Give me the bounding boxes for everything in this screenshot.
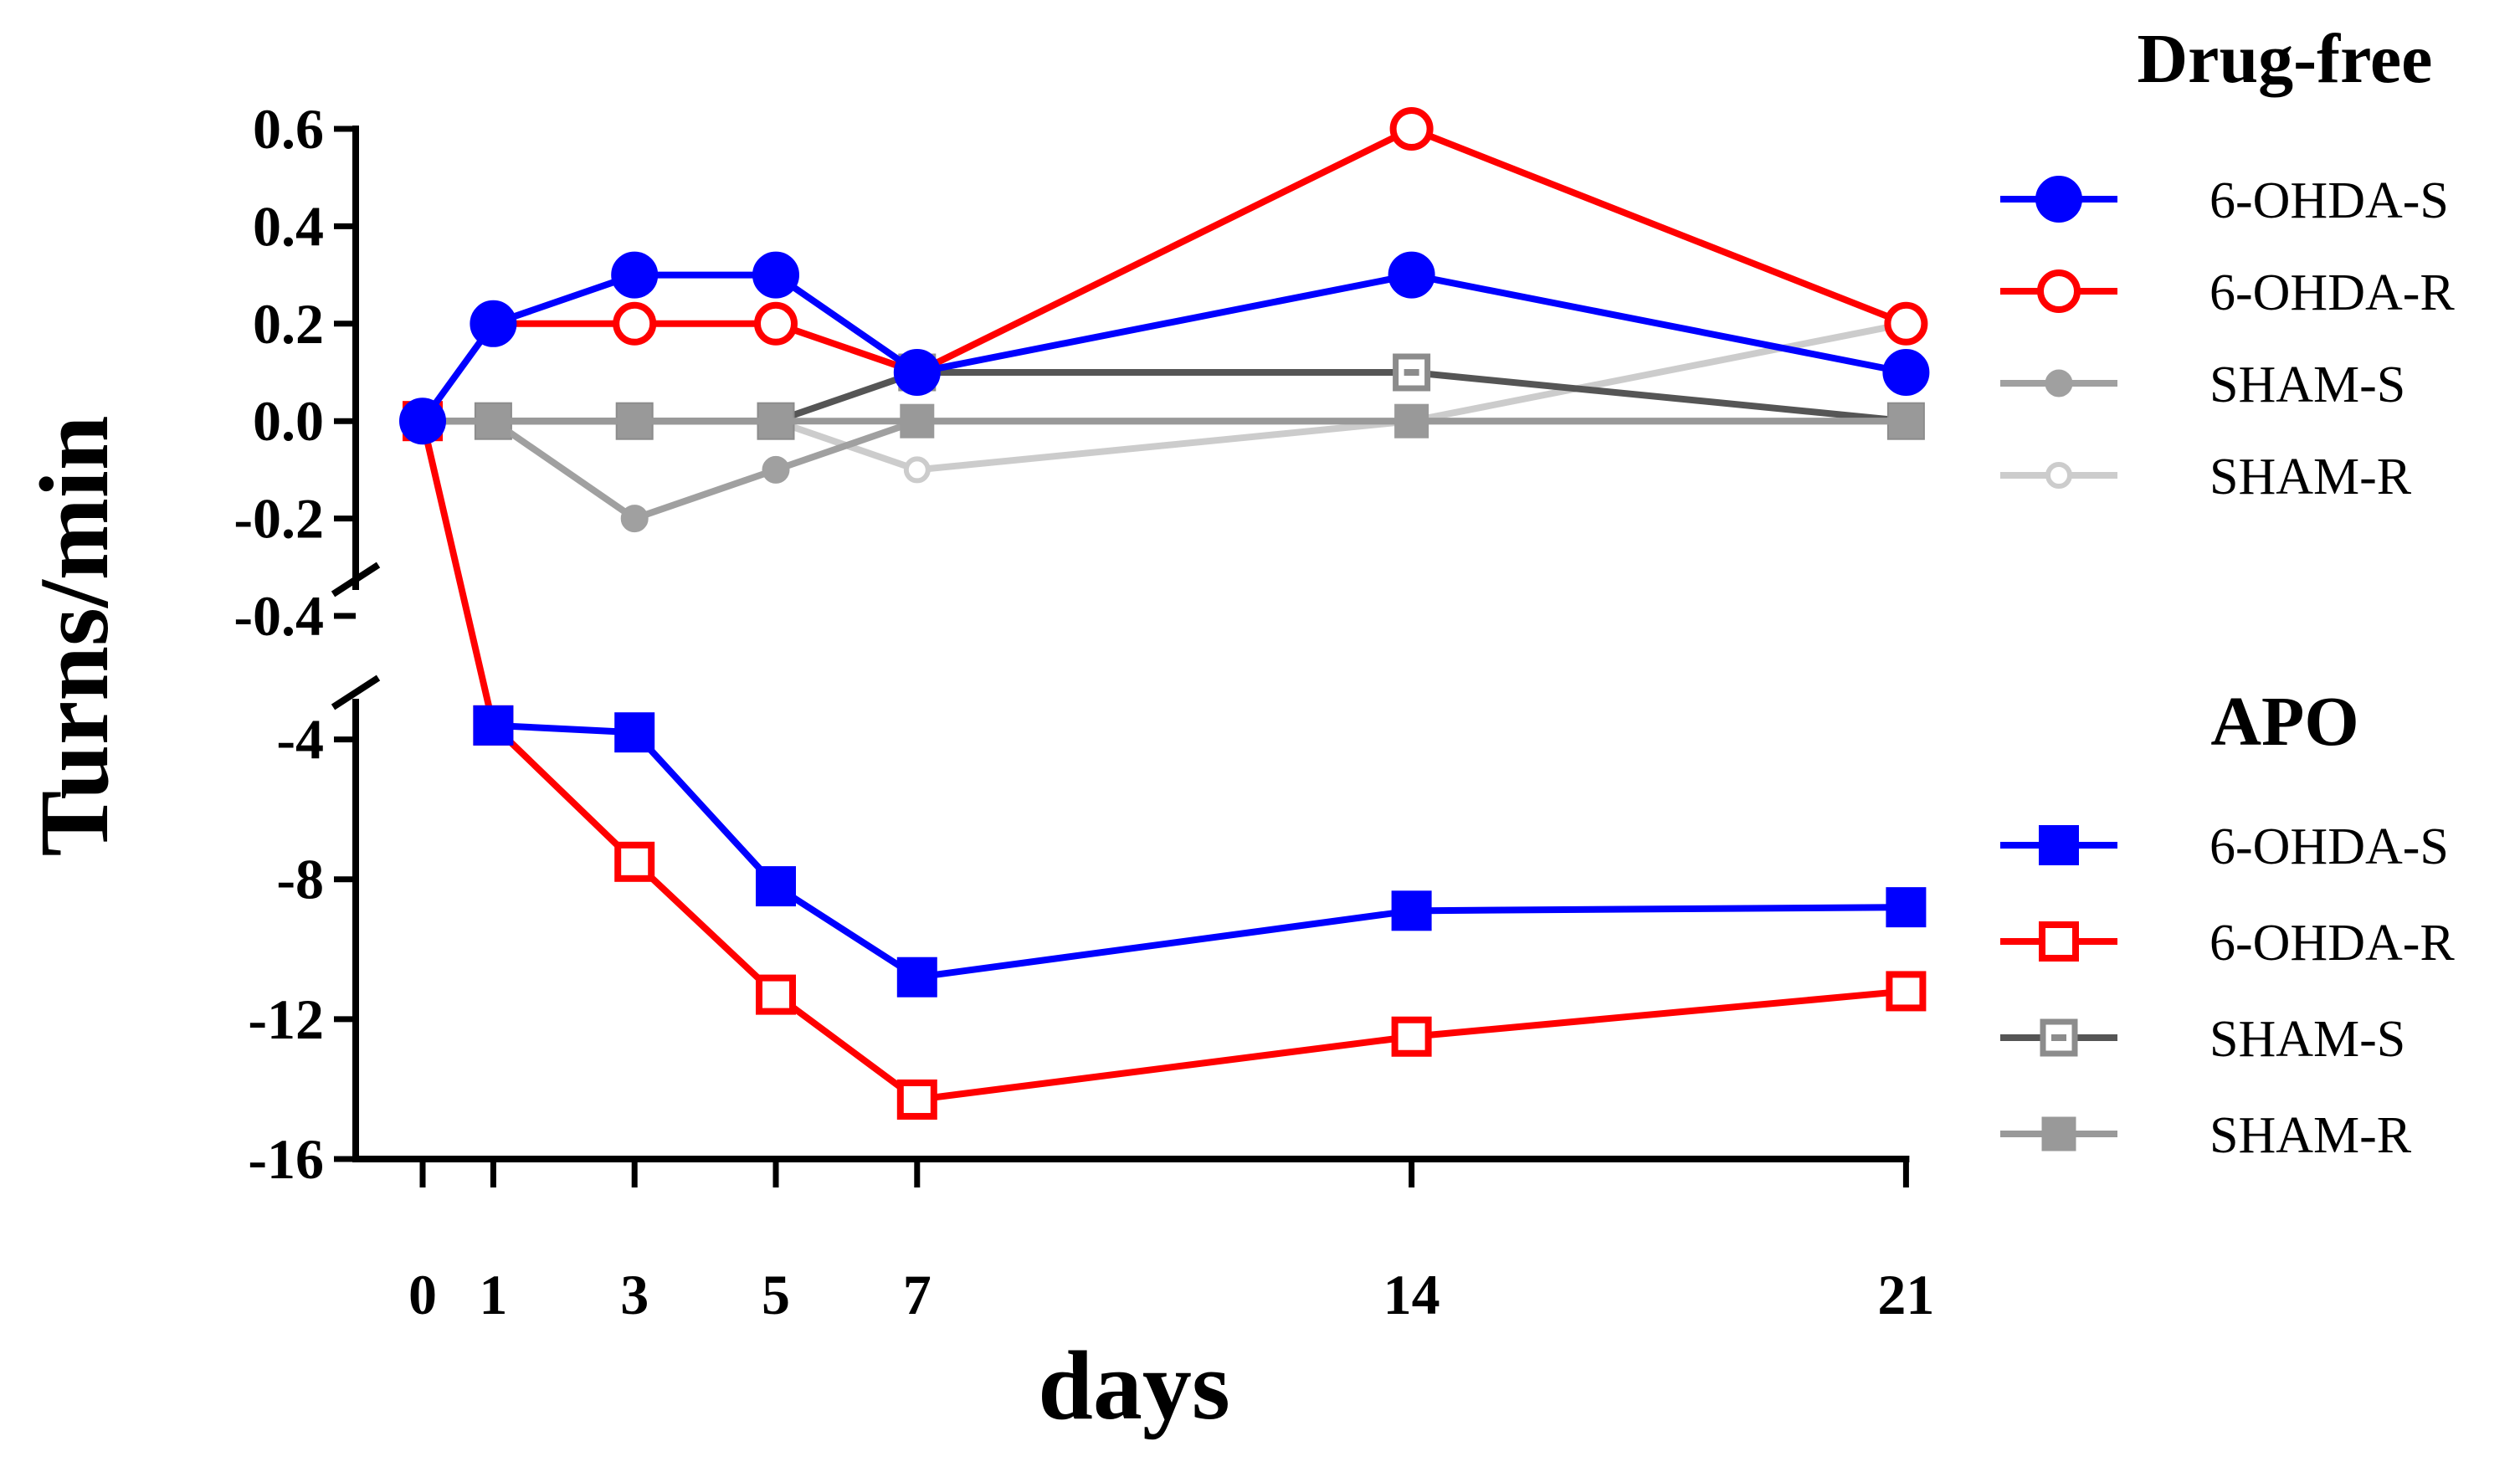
legend: Drug-free 6-OHDA-S 6-OHDA-R SHAM-S SHAM-R APO… <box>2000 20 2455 1164</box>
data-point <box>473 705 514 746</box>
data-point <box>1882 349 1930 396</box>
y-tick-label: 0.4 <box>253 194 324 258</box>
data-point <box>756 866 796 907</box>
data-point <box>611 251 659 299</box>
data-point <box>620 505 649 533</box>
axis-break-mark <box>331 674 381 710</box>
legend-marker <box>2040 1018 2078 1057</box>
data-point <box>754 301 798 346</box>
legend-label: SHAM-S <box>2209 1011 2405 1068</box>
x-tick-label: 7 <box>903 1263 932 1326</box>
data-point <box>1391 890 1432 931</box>
legend-entry: SHAM-R <box>2000 1107 2412 1164</box>
legend-entry: 6-OHDA-S <box>2000 172 2449 229</box>
y-tick-label: -0.2 <box>234 487 324 551</box>
legend-marker <box>2035 176 2082 223</box>
data-point <box>614 841 655 882</box>
data-point <box>617 403 652 439</box>
legend-entry: 6-OHDA-R <box>2000 915 2455 972</box>
axes: 0.6 0.4 0.2 0.0 -0.2 -0.4 -4 -8 -12 -16 0 1 3 5 7 14 21 <box>234 97 1934 1326</box>
axis-break-mark <box>331 562 381 598</box>
legend-marker <box>2037 269 2081 313</box>
data-point <box>762 455 790 484</box>
x-tick-label: 21 <box>1877 1263 1934 1326</box>
data-point <box>1389 107 1434 151</box>
legend-label: SHAM-R <box>2209 449 2412 505</box>
y-tick-label: -4 <box>276 708 324 772</box>
data-point <box>756 974 796 1015</box>
legend-entry: SHAM-R <box>2000 449 2412 505</box>
legend-entry: SHAM-S <box>2000 356 2405 413</box>
data-point <box>1394 403 1429 439</box>
x-axis-title: days <box>1038 1331 1230 1440</box>
legend-marker <box>2039 921 2079 962</box>
data-point <box>896 957 937 998</box>
y-tick-label: 0.2 <box>253 292 324 356</box>
legend-label: 6-OHDA-S <box>2209 172 2449 229</box>
legend-label: 6-OHDA-R <box>2209 264 2455 321</box>
data-point <box>752 251 799 299</box>
legend-title: APO <box>2210 683 2358 761</box>
legend-marker <box>2039 825 2079 865</box>
series-apo-6-ohda-s <box>473 705 1927 998</box>
y-tick-label: 0.6 <box>253 97 324 161</box>
y-tick-label: -16 <box>248 1127 324 1191</box>
x-tick-label: 5 <box>762 1263 790 1326</box>
data-point <box>1388 251 1435 299</box>
series-layer <box>399 107 1930 1120</box>
legend-label: SHAM-S <box>2209 356 2405 413</box>
legend-marker <box>2045 369 2073 397</box>
data-point <box>614 712 655 753</box>
data-point <box>1884 301 1928 346</box>
marker-core <box>1404 369 1419 376</box>
data-point <box>1886 971 1927 1012</box>
legend-entry: SHAM-S <box>2000 1011 2405 1068</box>
data-point <box>900 403 935 439</box>
legend-entry: 6-OHDA-S <box>2000 818 2449 875</box>
legend-entry: 6-OHDA-R <box>2000 264 2455 321</box>
x-tick-label: 1 <box>479 1263 507 1326</box>
legend-marker <box>2045 462 2072 489</box>
data-point <box>399 397 446 445</box>
data-point <box>1888 403 1923 439</box>
data-point <box>475 403 511 439</box>
data-point <box>1393 353 1431 392</box>
data-point <box>758 403 793 439</box>
series-drug-free-6-ohda-r <box>471 107 1928 394</box>
legend-label: 6-OHDA-S <box>2209 818 2449 875</box>
y-axis-title: Turns/min <box>19 416 129 857</box>
marker-frame <box>1393 353 1431 392</box>
legend-marker <box>2041 1116 2076 1151</box>
data-point <box>1886 887 1927 928</box>
legend-title: Drug-free <box>2138 20 2433 98</box>
legend-label: 6-OHDA-R <box>2209 915 2455 972</box>
y-tick-label: 0.0 <box>253 389 324 453</box>
y-tick-label: -12 <box>248 987 324 1051</box>
series-apo-sham-r <box>405 403 1923 439</box>
data-point <box>470 300 517 347</box>
data-point <box>1391 1016 1432 1057</box>
data-point <box>613 301 657 346</box>
marker-core <box>2051 1034 2066 1041</box>
series-line <box>493 721 1907 981</box>
legend-label: SHAM-R <box>2209 1107 2412 1164</box>
y-tick-label: -0.4 <box>234 584 324 648</box>
data-point <box>903 456 931 484</box>
data-point <box>893 349 941 396</box>
x-tick-label: 3 <box>620 1263 649 1326</box>
x-tick-label: 0 <box>408 1263 437 1326</box>
series-line <box>493 126 1907 376</box>
y-tick-label: -8 <box>276 848 324 911</box>
x-tick-label: 14 <box>1383 1263 1440 1326</box>
data-point <box>896 1079 937 1120</box>
series-drug-free-6-ohda-s <box>399 251 1930 445</box>
